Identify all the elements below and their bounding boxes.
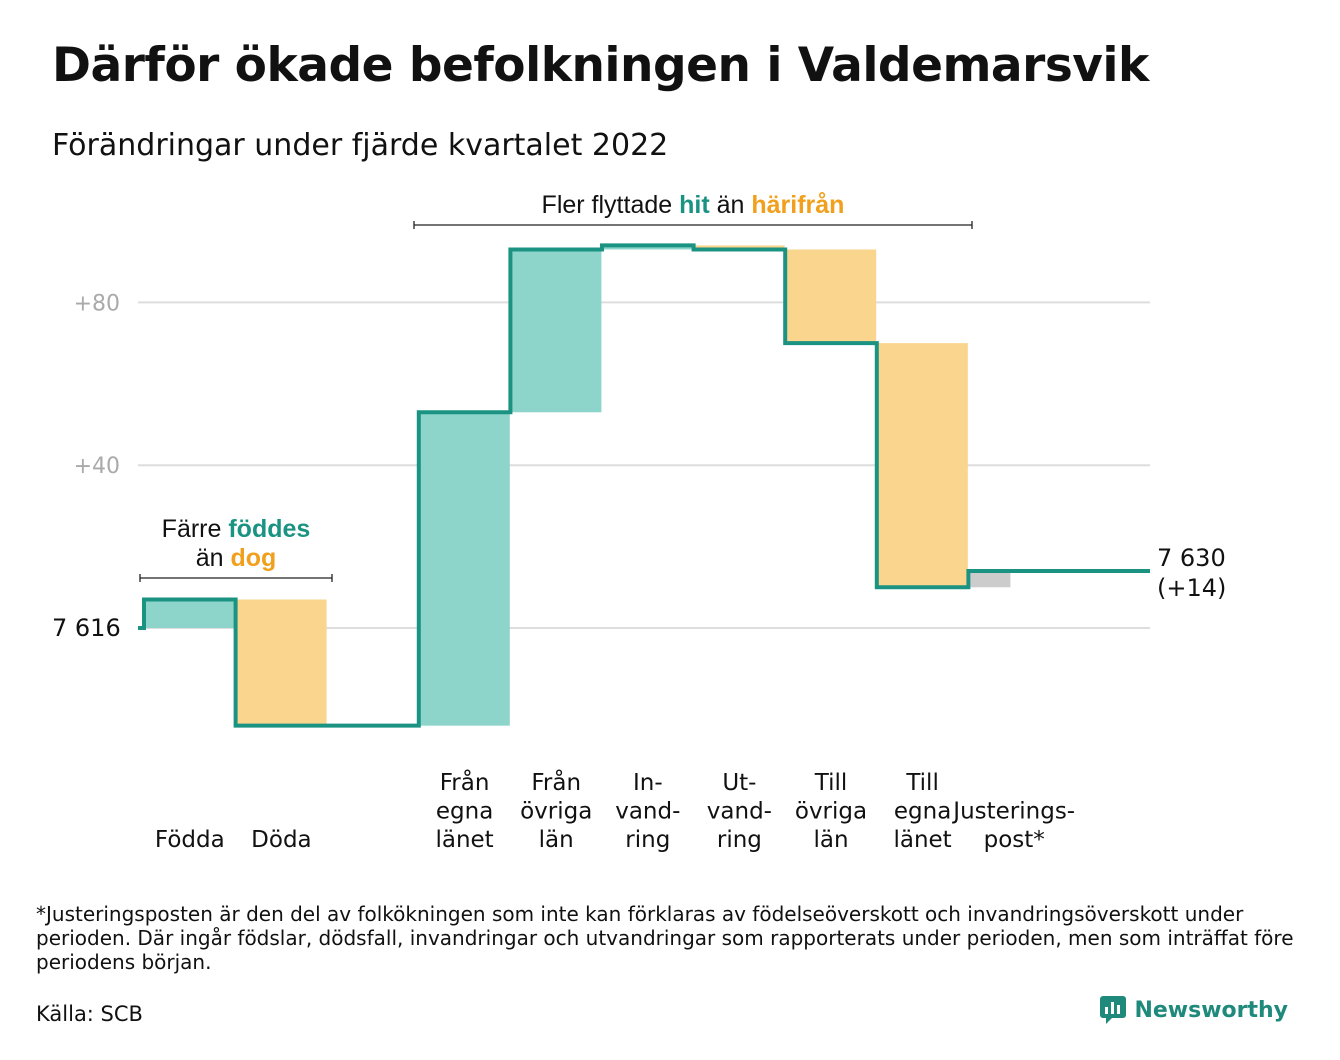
- annotation-segment: dog: [230, 544, 276, 572]
- brand: Newsworthy: [1100, 996, 1288, 1024]
- cumulative-line: [138, 243, 1150, 728]
- category-label: ring: [625, 827, 670, 853]
- newsworthy-logo-icon: [1100, 996, 1127, 1024]
- source-note: Källa: SCB: [36, 1002, 143, 1026]
- category-label: ring: [717, 827, 762, 853]
- category-label: Från: [531, 768, 581, 796]
- category-label: övriga: [520, 799, 592, 825]
- annotation-segment: härifrån: [751, 191, 844, 219]
- category-label: Döda: [251, 827, 311, 853]
- category-label: In-: [633, 770, 663, 796]
- category-label: Till: [814, 770, 848, 796]
- category-label: egna: [436, 799, 493, 825]
- category-label: övriga: [795, 799, 867, 825]
- brand-name: Newsworthy: [1134, 997, 1288, 1023]
- annotation-segment: än: [710, 191, 752, 219]
- annotation-segment: föddes: [228, 515, 310, 543]
- category-label: Justerings-: [951, 799, 1075, 825]
- category-label: Till: [905, 770, 939, 796]
- end-change-label: (+14): [1157, 574, 1226, 602]
- category-label: egna: [894, 799, 951, 825]
- annotation-text: Färre föddes: [162, 515, 311, 543]
- category-label: län: [813, 827, 848, 853]
- category-label: län: [539, 827, 574, 853]
- start-value-label: 7 616: [52, 614, 121, 642]
- end-value-label: 7 630: [1157, 544, 1226, 572]
- waterfall-bar: [970, 571, 1011, 588]
- category-label: Ut-: [722, 770, 756, 796]
- waterfall-bar: [602, 245, 693, 250]
- annotation-segment: Fler flyttade: [542, 191, 680, 219]
- chart-title: Därför ökade befolkningen i Valdemarsvik: [52, 38, 1149, 93]
- waterfall-bar: [510, 249, 602, 413]
- waterfall-bar: [235, 599, 327, 726]
- waterfall-bar: [418, 412, 510, 726]
- waterfall-bar: [876, 343, 968, 588]
- footnote: *Justeringsposten är den del av folkökni…: [36, 902, 1294, 974]
- category-label: länet: [435, 827, 493, 853]
- waterfall-bar: [785, 249, 877, 344]
- category-label: Födda: [155, 827, 225, 853]
- category-label: vand-: [707, 799, 772, 825]
- category-label: länet: [893, 827, 951, 853]
- annotation-segment: än: [196, 544, 231, 572]
- annotation-segment: Färre: [162, 515, 229, 543]
- annotation-text: än dog: [196, 544, 277, 572]
- y-tick-label: +40: [74, 454, 120, 479]
- annotation-text: Fler flyttade hit än härifrån: [542, 191, 845, 219]
- waterfall-bar: [693, 245, 785, 250]
- chart-subtitle: Förändringar under fjärde kvartalet 2022: [52, 128, 669, 163]
- waterfall-bar: [144, 599, 235, 628]
- category-label: post*: [984, 827, 1045, 853]
- category-label: vand-: [615, 799, 680, 825]
- annotation-segment: hit: [679, 191, 710, 219]
- y-tick-label: +80: [74, 291, 120, 316]
- category-label: Från: [440, 768, 490, 796]
